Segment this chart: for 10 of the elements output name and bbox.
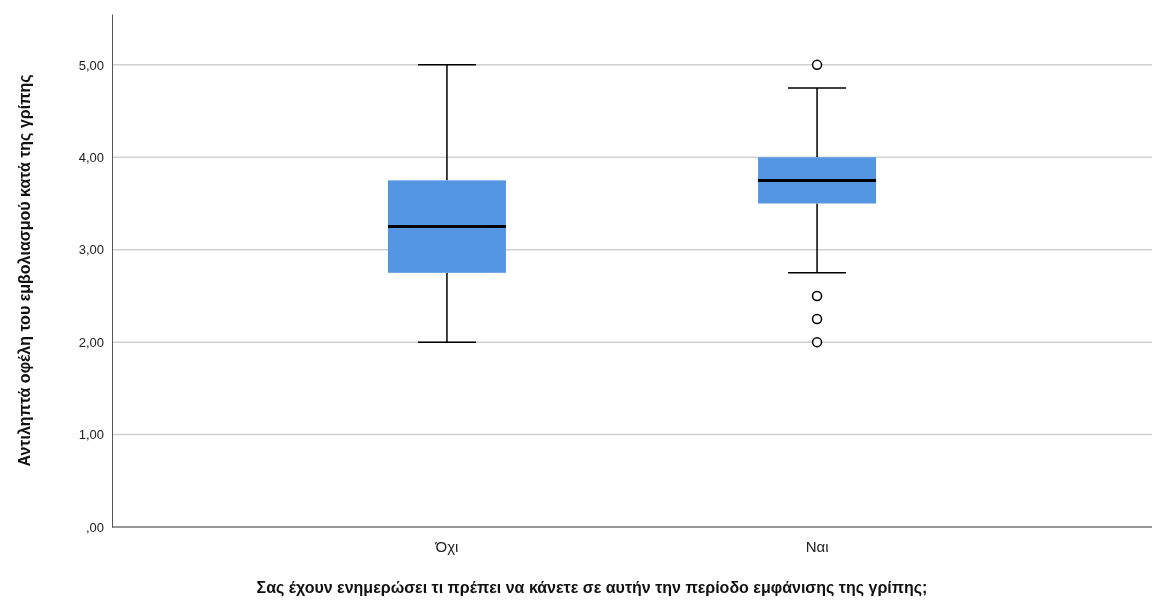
y-axis-title: Αντιληπτά οφέλη του εμβολιασμού κατά της γρίπης xyxy=(16,74,34,467)
y-tick-label: 4,00 xyxy=(78,149,104,165)
y-tick-label: 3,00 xyxy=(78,242,104,258)
y-tick-label: 1,00 xyxy=(78,427,104,443)
y-tick-label: 5,00 xyxy=(78,57,104,73)
y-tick-label: ,00 xyxy=(85,519,104,535)
x-axis-title: Σας έχουν ενημερώσει τι πρέπει να κάνετε σε αυτήν την περίοδο εμφάνισης της γρίπης; xyxy=(256,579,928,597)
x-tick-label: Όχι xyxy=(434,537,459,555)
y-tick-label: 2,00 xyxy=(78,334,104,350)
x-tick-label: Ναι xyxy=(805,537,829,555)
